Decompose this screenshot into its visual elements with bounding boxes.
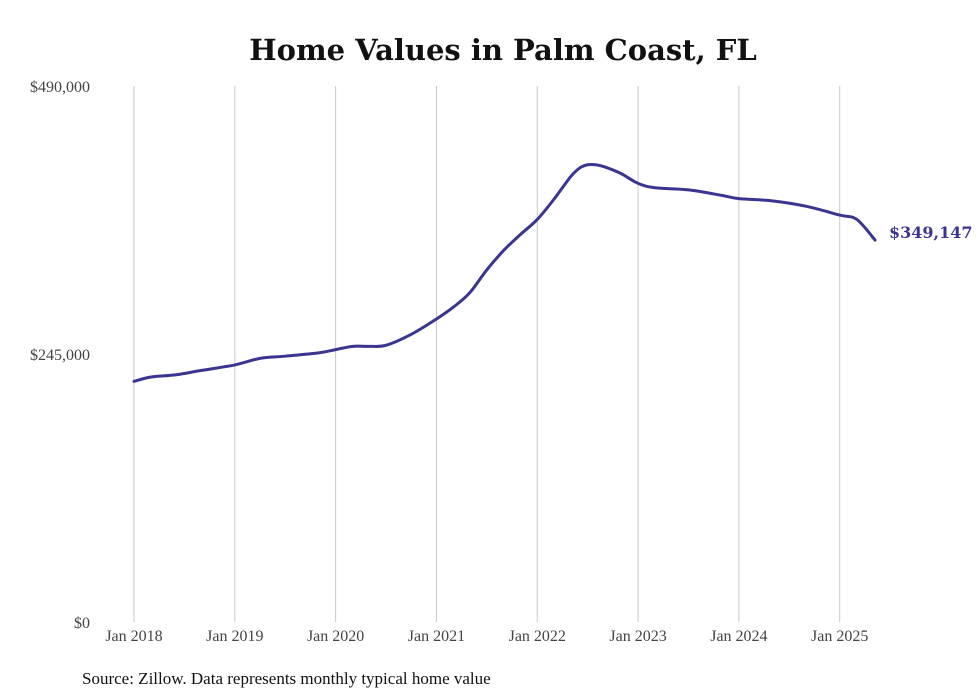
data-point-34 <box>838 214 841 217</box>
series-layer <box>132 162 877 383</box>
series-line-home-value <box>132 162 877 383</box>
data-point-35 <box>855 218 858 221</box>
data-point-6 <box>284 355 287 358</box>
data-point-22 <box>578 167 581 170</box>
data-point-21 <box>569 175 572 178</box>
data-point-4 <box>233 363 236 366</box>
x-tick-label-0: Jan 2018 <box>105 628 162 645</box>
data-point-13 <box>435 318 438 321</box>
end-value-label: $349,147 <box>889 223 973 242</box>
chart-title: Home Values in Palm Coast, FL <box>249 33 757 67</box>
data-point-3 <box>200 369 203 372</box>
data-point-26 <box>619 172 622 175</box>
data-point-24 <box>594 163 597 166</box>
data-point-5 <box>259 357 262 360</box>
x-tick-label-3: Jan 2021 <box>408 628 465 645</box>
data-point-33 <box>805 205 808 208</box>
data-point-17 <box>503 249 506 252</box>
data-point-7 <box>317 351 320 354</box>
x-tick-label-2: Jan 2020 <box>307 628 364 645</box>
x-tick-label-6: Jan 2024 <box>710 628 767 645</box>
y-tick-label-0: $0 <box>74 615 90 632</box>
data-point-0 <box>133 380 136 383</box>
x-tick-label-5: Jan 2023 <box>609 628 666 645</box>
x-tick-label-7: Jan 2025 <box>811 628 868 645</box>
data-point-9 <box>351 345 354 348</box>
data-point-29 <box>687 188 690 191</box>
data-point-8 <box>334 348 337 351</box>
data-point-36 <box>874 239 877 242</box>
y-axis-ticks: $0 $245,000 $490,000 <box>30 79 90 632</box>
data-point-12 <box>410 333 413 336</box>
x-tick-label-4: Jan 2022 <box>509 628 566 645</box>
data-point-15 <box>468 291 471 294</box>
data-point-31 <box>737 197 740 200</box>
data-point-30 <box>720 194 723 197</box>
data-point-14 <box>452 305 455 308</box>
data-point-28 <box>654 186 657 189</box>
data-point-20 <box>553 197 556 200</box>
source-note: Source: Zillow. Data represents monthly … <box>82 669 491 688</box>
data-point-32 <box>771 199 774 202</box>
x-tick-label-1: Jan 2019 <box>206 628 263 645</box>
y-tick-label-1: $245,000 <box>30 347 90 364</box>
y-tick-label-2: $490,000 <box>30 79 90 96</box>
data-point-18 <box>519 233 522 236</box>
data-point-23 <box>586 163 589 166</box>
data-point-2 <box>175 373 178 376</box>
data-point-19 <box>536 218 539 221</box>
x-axis-ticks: Jan 2018 Jan 2019 Jan 2020 Jan 2021 Jan 2022… <box>105 628 868 645</box>
gridlines <box>133 86 841 622</box>
data-point-27 <box>637 182 640 185</box>
data-point-16 <box>485 268 488 271</box>
data-point-25 <box>603 165 606 168</box>
data-point-1 <box>150 375 153 378</box>
data-point-10 <box>367 345 370 348</box>
data-point-11 <box>385 344 388 347</box>
